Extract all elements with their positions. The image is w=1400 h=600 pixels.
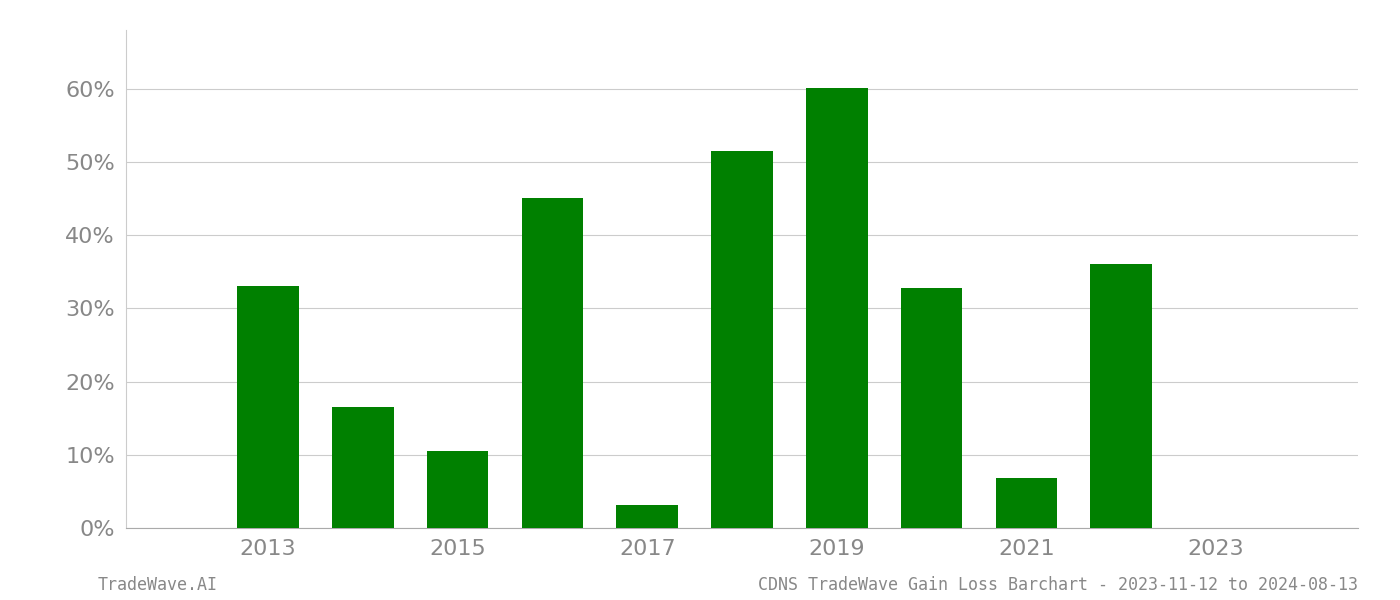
Text: TradeWave.AI: TradeWave.AI: [98, 576, 218, 594]
Bar: [427, 451, 489, 528]
Text: CDNS TradeWave Gain Loss Barchart - 2023-11-12 to 2024-08-13: CDNS TradeWave Gain Loss Barchart - 2023…: [757, 576, 1358, 594]
Bar: [995, 478, 1057, 528]
Bar: [238, 286, 300, 528]
Bar: [1091, 263, 1152, 528]
Bar: [900, 288, 962, 528]
Bar: [806, 88, 868, 528]
Bar: [522, 199, 584, 528]
Bar: [711, 151, 773, 528]
Bar: [616, 505, 678, 528]
Bar: [332, 407, 393, 528]
